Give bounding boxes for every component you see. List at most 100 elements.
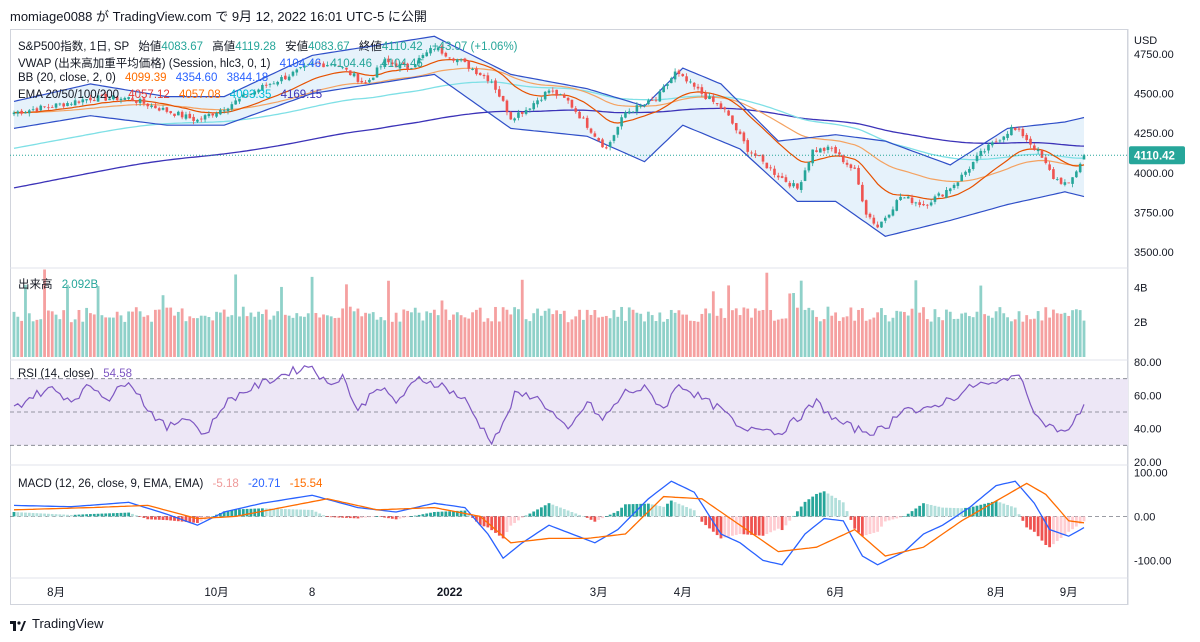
candle-body bbox=[941, 194, 944, 197]
candle-body bbox=[585, 117, 589, 128]
macd-histogram-bar bbox=[417, 514, 421, 517]
macd-histogram-bar bbox=[146, 516, 150, 520]
macd-histogram-bar bbox=[967, 507, 971, 517]
volume-bar bbox=[96, 286, 100, 357]
volume-bar bbox=[153, 309, 157, 357]
candle-body bbox=[822, 147, 826, 151]
candle-body bbox=[402, 62, 406, 65]
macd-histogram-bar bbox=[581, 516, 585, 517]
macd-histogram-bar bbox=[895, 516, 899, 519]
candle-body bbox=[371, 77, 375, 80]
macd-histogram-bar bbox=[314, 511, 318, 517]
candle-body bbox=[314, 63, 318, 64]
macd-histogram-bar bbox=[89, 514, 92, 517]
candle-body bbox=[811, 149, 814, 164]
volume-bar bbox=[918, 312, 922, 357]
macd-histogram-bar bbox=[734, 516, 738, 535]
volume-bar bbox=[1074, 309, 1078, 357]
candle-body bbox=[841, 155, 845, 163]
volume-bar bbox=[807, 307, 811, 357]
volume-bar bbox=[406, 310, 410, 357]
candle-body bbox=[360, 80, 364, 83]
volume-bar bbox=[421, 320, 425, 357]
candle-body bbox=[906, 196, 910, 199]
volume-bar bbox=[562, 310, 566, 357]
candle-body bbox=[864, 200, 868, 215]
macd-histogram-bar bbox=[708, 516, 711, 529]
volume-bar bbox=[906, 315, 910, 357]
footer-brand[interactable]: TradingView bbox=[32, 616, 104, 631]
legend-symbol[interactable]: S&P500指数, 1日, SP bbox=[18, 41, 130, 53]
volume-bar bbox=[799, 280, 803, 357]
candle-body bbox=[188, 113, 192, 119]
candle-body bbox=[222, 110, 226, 112]
candle-body bbox=[536, 100, 539, 105]
macd-histogram-bar bbox=[39, 513, 43, 517]
macd-histogram-bar bbox=[410, 516, 413, 517]
candle-body bbox=[50, 107, 54, 108]
volume-bar bbox=[692, 321, 696, 357]
candle-body bbox=[796, 183, 799, 189]
macd-histogram-bar bbox=[784, 516, 788, 526]
macd-histogram-bar bbox=[811, 496, 815, 517]
candle-body bbox=[211, 113, 215, 116]
legend-macd[interactable]: MACD (12, 26, close, 9, EMA, EMA) -5.18 … bbox=[18, 478, 323, 490]
candle-body bbox=[899, 196, 902, 201]
candle-body bbox=[838, 152, 841, 155]
macd-histogram-bar bbox=[157, 516, 161, 520]
macd-histogram-bar bbox=[509, 516, 513, 526]
candle-body bbox=[383, 59, 386, 67]
candle-body bbox=[803, 170, 807, 181]
volume-bar bbox=[81, 321, 85, 357]
candle-body bbox=[738, 131, 742, 134]
volume-bar bbox=[490, 321, 494, 357]
macd-histogram-bar bbox=[799, 506, 803, 517]
candle-body bbox=[956, 182, 960, 186]
macd-histogram-bar bbox=[551, 504, 555, 517]
macd-histogram-bar bbox=[853, 516, 857, 529]
candle-body bbox=[157, 108, 161, 111]
candle-body bbox=[318, 63, 322, 65]
volume-bar bbox=[731, 310, 734, 357]
volume-bar bbox=[666, 319, 669, 357]
macd-histogram-bar bbox=[559, 507, 562, 517]
volume-bar bbox=[314, 312, 318, 357]
legend-vwap[interactable]: VWAP (出来高加重平均価格) (Session, hlc3, 0, 1) 4… bbox=[18, 58, 423, 70]
candle-body bbox=[391, 62, 394, 65]
legend-volume[interactable]: 出来高 2.092B bbox=[18, 279, 99, 291]
volume-bar bbox=[24, 284, 27, 357]
volume-bar bbox=[990, 317, 994, 357]
legend-ema[interactable]: EMA 20/50/100/200 4057.12 4057.08 4093.3… bbox=[18, 89, 323, 101]
volume-bar bbox=[356, 308, 360, 357]
macd-histogram-bar bbox=[987, 502, 990, 517]
macd-histogram-bar bbox=[150, 516, 153, 520]
macd-histogram-bar bbox=[830, 495, 834, 517]
legend-bb[interactable]: BB (20, close, 2, 0) 4099.39 4354.60 384… bbox=[18, 72, 269, 84]
macd-histogram-bar bbox=[287, 509, 291, 517]
volume-bar bbox=[803, 309, 807, 357]
candle-body bbox=[54, 103, 58, 108]
volume-bar bbox=[620, 306, 624, 357]
candle-body bbox=[463, 58, 467, 62]
candle-body bbox=[1063, 182, 1067, 185]
volume-bar bbox=[85, 307, 89, 357]
macd-histogram-bar bbox=[543, 505, 547, 517]
macd-histogram-bar bbox=[111, 513, 115, 517]
macd-histogram-bar bbox=[448, 511, 452, 517]
candle-body bbox=[413, 64, 417, 68]
volume-bar bbox=[371, 312, 375, 357]
candle-body bbox=[1021, 128, 1025, 137]
macd-histogram-bar bbox=[639, 503, 643, 517]
candle-body bbox=[704, 92, 707, 100]
macd-histogram-bar bbox=[818, 492, 822, 517]
candle-body bbox=[933, 196, 937, 202]
volume-bar bbox=[964, 312, 967, 357]
candle-body bbox=[994, 141, 998, 143]
legend-rsi[interactable]: RSI (14, close) 54.58 bbox=[18, 368, 133, 380]
candle-body bbox=[35, 108, 39, 112]
macd-histogram-bar bbox=[58, 514, 62, 517]
volume-bar bbox=[1059, 313, 1063, 357]
volume-bar bbox=[268, 319, 272, 357]
macd-histogram-bar bbox=[666, 503, 669, 517]
